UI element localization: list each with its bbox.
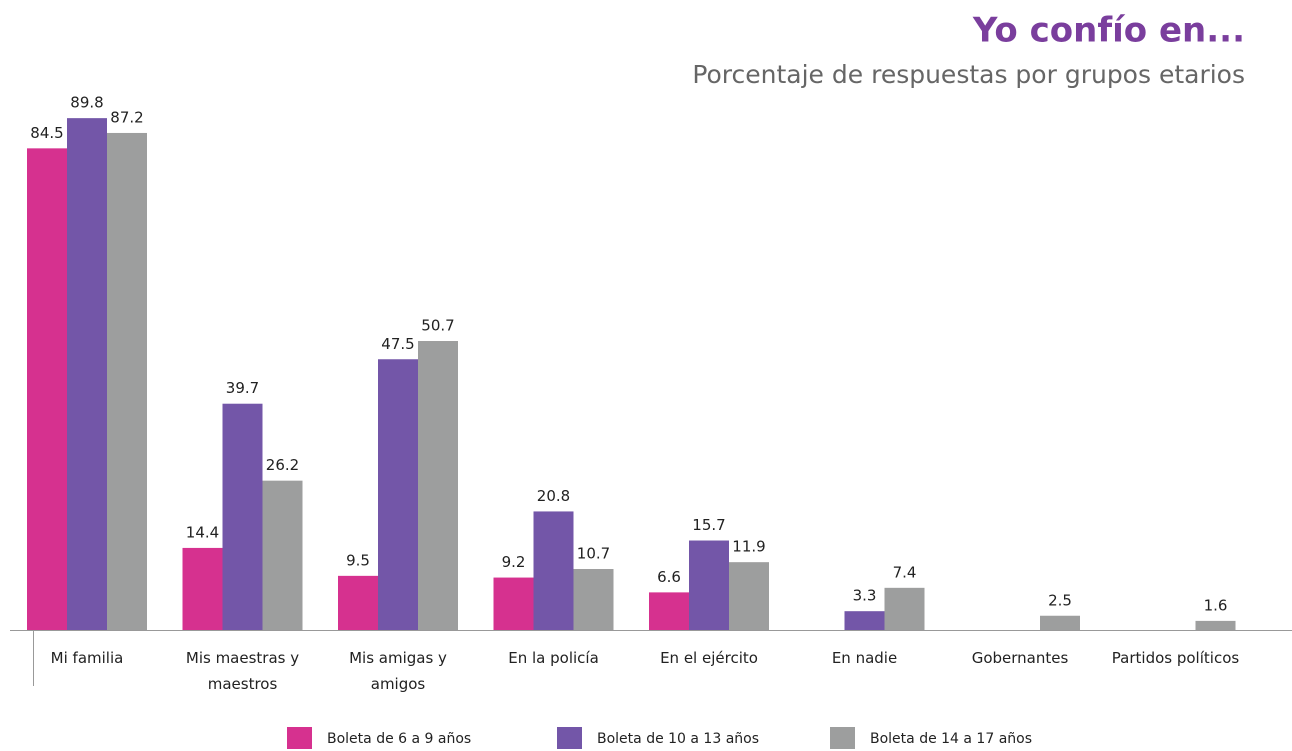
bar xyxy=(338,575,378,630)
bar xyxy=(1195,620,1236,630)
legend-swatch xyxy=(830,727,855,749)
data-label: 3.3 xyxy=(853,587,877,605)
data-label: 6.6 xyxy=(657,568,681,586)
x-tick-label: En la policía xyxy=(508,649,599,667)
x-tick-label: En nadie xyxy=(831,649,898,667)
bar xyxy=(262,480,303,630)
bar xyxy=(729,562,769,630)
chart-subtitle: Porcentaje de respuestas por grupos etar… xyxy=(692,60,1245,89)
legend-label: Boleta de 14 a 17 años xyxy=(870,731,1032,747)
data-label: 10.7 xyxy=(577,545,610,563)
bar xyxy=(884,587,925,630)
data-label: 14.4 xyxy=(186,523,219,541)
bar xyxy=(689,540,729,630)
data-label: 87.2 xyxy=(110,108,143,126)
data-label: 26.2 xyxy=(266,456,299,474)
bar xyxy=(418,341,458,630)
data-label: 11.9 xyxy=(732,538,765,556)
bar xyxy=(182,547,223,630)
x-tick-label: Mis amigas y amigos xyxy=(349,649,447,693)
data-label: 7.4 xyxy=(893,563,917,581)
data-label: 9.5 xyxy=(346,551,370,569)
bar xyxy=(107,132,147,630)
data-label: 9.2 xyxy=(502,553,526,571)
legend-swatch xyxy=(287,727,312,749)
legend-label: Boleta de 10 a 13 años xyxy=(597,731,759,747)
bar xyxy=(1040,615,1080,630)
legend-swatch xyxy=(557,727,582,749)
data-label: 89.8 xyxy=(70,94,103,112)
bar xyxy=(573,569,614,630)
data-label: 1.6 xyxy=(1204,596,1228,614)
bar xyxy=(67,118,107,630)
x-tick-label: Mi familia xyxy=(50,649,124,667)
bar xyxy=(222,403,263,630)
chart-title: Yo confío en... xyxy=(972,11,1245,51)
data-label: 20.8 xyxy=(537,487,570,505)
bar xyxy=(533,511,574,630)
legend-label: Boleta de 6 a 9 años xyxy=(327,731,471,747)
x-tick-label: En el ejército xyxy=(660,649,758,667)
bar xyxy=(649,592,689,630)
bar xyxy=(493,577,534,630)
data-label: 15.7 xyxy=(692,516,725,534)
data-label: 2.5 xyxy=(1048,591,1072,609)
data-label: 39.7 xyxy=(226,379,259,397)
data-label: 84.5 xyxy=(30,124,63,142)
bar xyxy=(27,148,67,630)
bar xyxy=(378,359,418,630)
data-label: 47.5 xyxy=(381,335,414,353)
x-tick-label: Mis maestras y maestros xyxy=(185,649,300,693)
data-label: 50.7 xyxy=(421,317,454,335)
bar xyxy=(844,611,885,630)
x-tick-label: Gobernantes xyxy=(971,649,1069,667)
x-tick-label: Partidos políticos xyxy=(1111,649,1240,667)
